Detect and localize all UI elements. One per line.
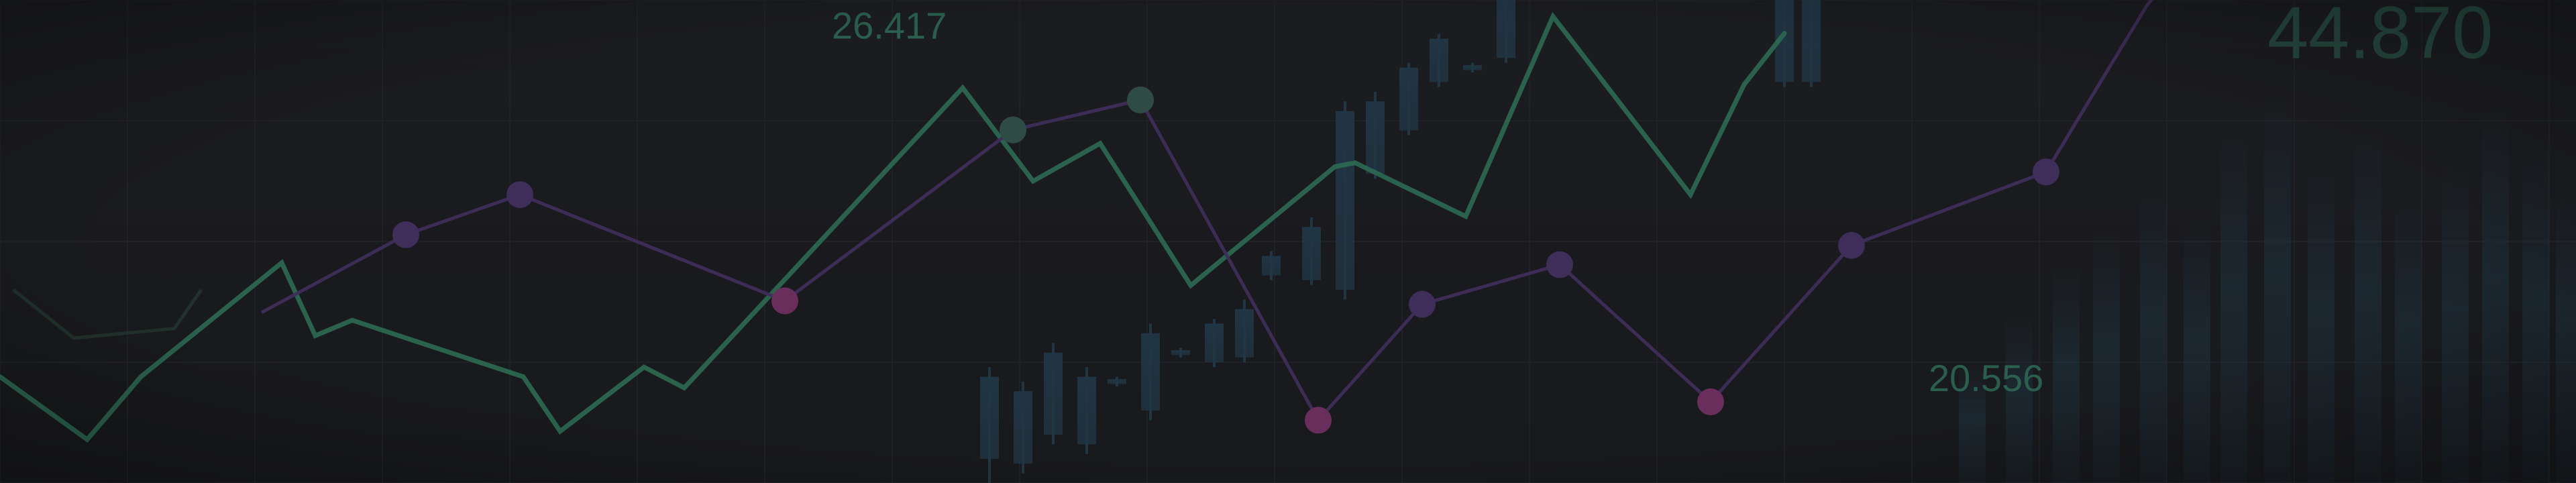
chart-stage: 26.41744.87020.556	[0, 0, 2576, 483]
line-chart: 26.41744.87020.556	[0, 0, 2576, 483]
vignette-overlay	[0, 0, 2576, 483]
